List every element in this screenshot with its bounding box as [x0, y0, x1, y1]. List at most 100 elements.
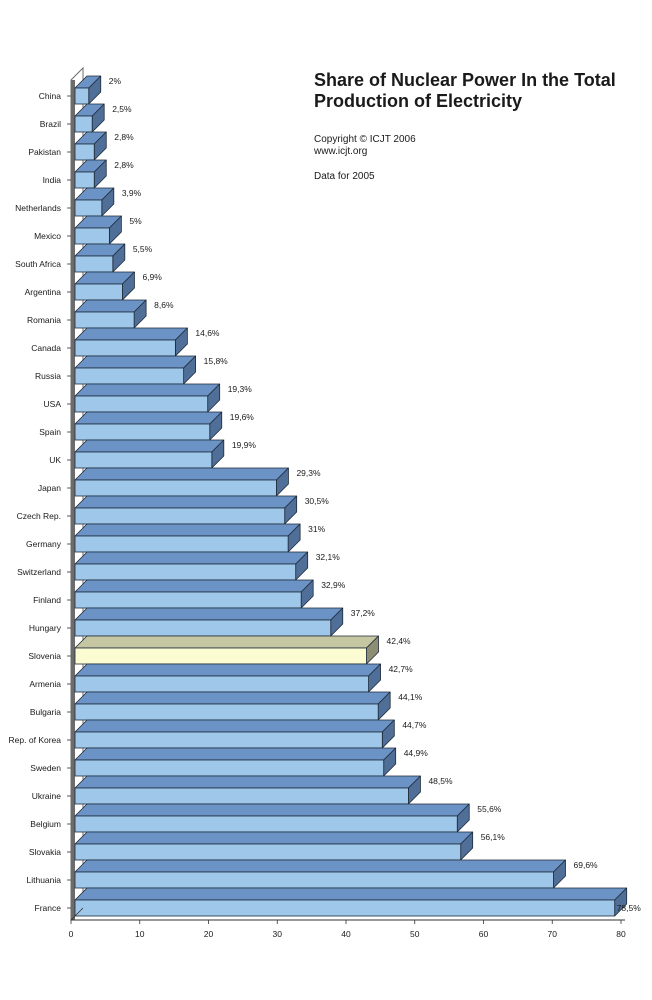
category-label: South Africa [15, 259, 61, 269]
category-label: Belgium [30, 819, 61, 829]
data-label: 32,9% [321, 580, 346, 590]
data-label: 30,5% [305, 496, 330, 506]
bar-front-face [74, 843, 462, 861]
bar-top-face [74, 803, 470, 817]
bar-top-face [74, 635, 379, 649]
x-tick-label: 60 [479, 929, 489, 939]
bar-top-face [74, 411, 223, 425]
bar-front-face [74, 143, 95, 161]
category-label: Bulgaria [30, 707, 61, 717]
bar-top-face [74, 747, 397, 761]
data-label: 69,6% [574, 860, 599, 870]
category-label: Romania [27, 315, 61, 325]
category-label: Netherlands [15, 203, 61, 213]
bar-russia [74, 355, 197, 385]
x-tick-label: 20 [204, 929, 214, 939]
bar-front-face [74, 815, 458, 833]
data-label: 29,3% [296, 468, 321, 478]
x-tick-label: 10 [135, 929, 145, 939]
chart-header: Share of Nuclear Power In the Total Prod… [314, 70, 650, 183]
data-label: 19,9% [232, 440, 257, 450]
bar-brazil [74, 103, 105, 133]
category-label: Argentina [25, 287, 62, 297]
bar-slovenia [74, 635, 379, 665]
data-label: 15,8% [204, 356, 229, 366]
bar-top-face [74, 551, 309, 565]
data-label: 6,9% [142, 272, 162, 282]
bar-top-face [74, 691, 391, 705]
category-label: Russia [35, 371, 61, 381]
bar-front-face [74, 787, 409, 805]
bar-front-face [74, 227, 110, 245]
category-label: Ukraine [32, 791, 62, 801]
x-tick-label: 40 [341, 929, 351, 939]
bar-front-face [74, 703, 379, 721]
bar-front-face [74, 731, 383, 749]
bar-top-face [74, 859, 566, 873]
bar-front-face [74, 423, 211, 441]
bar-germany [74, 523, 301, 553]
category-label: India [43, 175, 62, 185]
category-label: UK [49, 455, 61, 465]
x-tick-label: 70 [548, 929, 558, 939]
bar-front-face [74, 535, 289, 553]
bar-switzerland [74, 551, 309, 581]
data-label: 31% [308, 524, 325, 534]
bar-front-face [74, 395, 209, 413]
x-axis-depth-line [70, 907, 84, 921]
data-label: 42,7% [389, 664, 414, 674]
category-label: Czech Rep. [17, 511, 61, 521]
bar-top-face [74, 579, 314, 593]
bar-japan [74, 467, 289, 497]
bar-front-face [74, 171, 95, 189]
bar-south-africa [74, 243, 126, 273]
bar-top-face [74, 439, 225, 453]
category-label: Armenia [29, 679, 61, 689]
bar-front-face [74, 479, 277, 497]
x-tick-label: 0 [69, 929, 74, 939]
bar-pakistan [74, 131, 107, 161]
data-label: 2,8% [114, 132, 134, 142]
copyright-text: Copyright © ICJT 2006 [314, 134, 416, 145]
bar-front-face [74, 255, 114, 273]
bar-china [74, 75, 102, 105]
data-label: 78,5% [617, 903, 642, 913]
category-label: Spain [39, 427, 61, 437]
category-label: China [39, 91, 61, 101]
category-label: Slovenia [28, 651, 61, 661]
category-label: Switzerland [17, 567, 61, 577]
data-label: 3,9% [122, 188, 142, 198]
x-tick-label: 80 [616, 929, 626, 939]
bar-front-face [74, 563, 297, 581]
bar-uk [74, 439, 225, 469]
data-label: 19,6% [230, 412, 255, 422]
bar-front-face [74, 647, 367, 665]
data-label: 2,5% [112, 104, 132, 114]
bar-czech-rep- [74, 495, 298, 525]
bar-netherlands [74, 187, 115, 217]
x-tick-label: 50 [410, 929, 420, 939]
website-text: www.icjt.org [314, 146, 368, 157]
bar-top-face [74, 607, 344, 621]
bar-front-face [74, 507, 286, 525]
bar-top-face [74, 831, 474, 845]
bar-front-face [74, 591, 302, 609]
bar-bulgaria [74, 691, 391, 721]
bar-top-face [74, 663, 381, 677]
category-label: Germany [26, 539, 62, 549]
chart-title-line-1: Share of Nuclear Power In the Total [314, 70, 616, 90]
bar-top-face [74, 775, 421, 789]
bar-lithuania [74, 859, 566, 889]
data-label: 56,1% [481, 832, 506, 842]
category-label: Canada [31, 343, 61, 353]
chart-title-line-2: Production of Electricity [314, 91, 523, 111]
data-label: 5% [129, 216, 142, 226]
bar-armenia [74, 663, 381, 693]
bar-canada [74, 327, 188, 357]
bar-ukraine [74, 775, 421, 805]
bar-top-face [74, 719, 395, 733]
bar-front-face [74, 367, 185, 385]
data-label: 42,4% [387, 636, 412, 646]
bar-romania [74, 299, 147, 329]
